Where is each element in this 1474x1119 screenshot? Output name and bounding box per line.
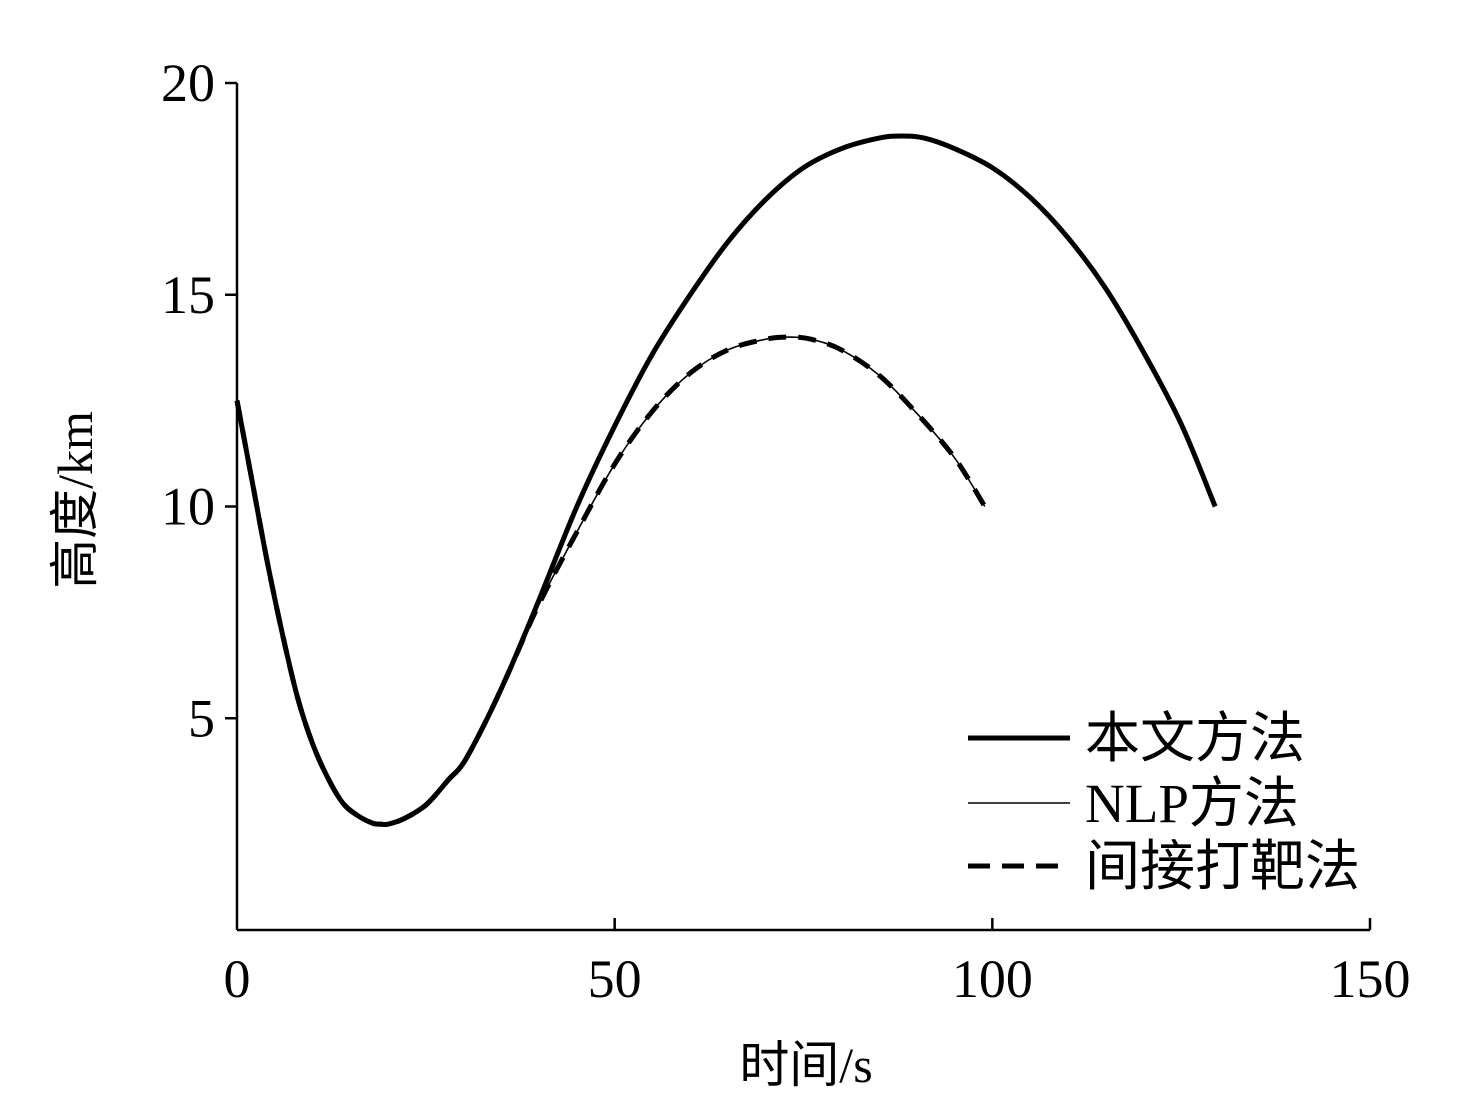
series-line-indirect-shooting-method xyxy=(234,334,987,828)
legend-item-nlp-method: NLP方法 xyxy=(968,773,1299,834)
legend-label-proposed-method: 本文方法 xyxy=(1085,708,1305,769)
legend-item-indirect-shooting-method: 间接打靶法 xyxy=(968,836,1360,897)
y-tick-label: 10 xyxy=(161,477,215,537)
y-tick-label: 15 xyxy=(161,265,215,325)
x-tick-label: 150 xyxy=(1330,949,1411,1009)
series-line-proposed-method xyxy=(234,133,1218,828)
x-tick-label: 0 xyxy=(224,949,251,1009)
y-tick-label: 20 xyxy=(161,53,215,113)
y-axis-label: 高度/km xyxy=(47,411,103,589)
legend-item-proposed-method: 本文方法 xyxy=(968,708,1305,769)
x-axis-label: 时间/s xyxy=(739,1037,872,1093)
legend-label-nlp-method: NLP方法 xyxy=(1085,773,1299,834)
x-tick-label: 50 xyxy=(588,949,642,1009)
y-tick-label: 5 xyxy=(188,688,215,748)
plot-area xyxy=(234,133,1218,828)
legend-label-indirect-shooting-method: 间接打靶法 xyxy=(1085,836,1360,897)
axes: 5 10 15 20 0 50 100 150 xyxy=(161,53,1411,1009)
series-line-nlp-method xyxy=(236,336,986,826)
x-tick-label: 100 xyxy=(952,949,1033,1009)
